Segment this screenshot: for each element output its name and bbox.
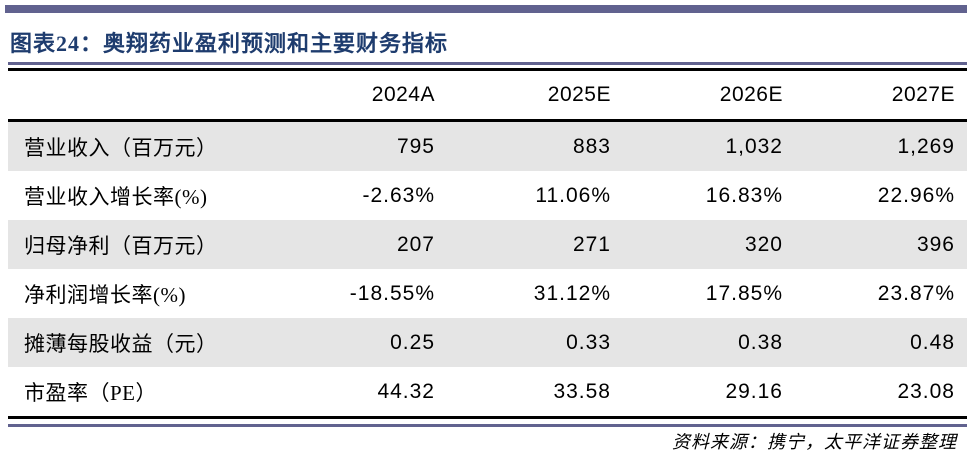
cell-value: -2.63% [362,183,435,207]
row-label: 归母净利（百万元） [24,233,218,258]
cell-value: 23.08 [897,379,955,403]
table-row-pe-ratio: 市盈率（PE） 44.32 33.58 29.16 23.08 [8,367,967,418]
cell-value: 44.32 [377,379,435,403]
cell-value: 271 [572,232,611,256]
table-row-diluted-eps: 摊薄每股收益（元） 0.25 0.33 0.38 0.48 [8,318,967,367]
table-row-revenue: 营业收入（百万元） 795 883 1,032 1,269 [8,120,967,171]
cell-value: 0.25 [390,330,435,354]
cell-value: 22.96% [877,183,955,207]
header-year-2027e: 2027E [795,69,967,122]
header-empty-cell [8,69,263,122]
cell-value: 396 [916,232,955,256]
row-label: 市盈率（PE） [24,380,158,405]
row-label: 营业收入（百万元） [24,135,218,160]
figure-title: 图表24：奥翔药业盈利预测和主要财务指标 [10,31,449,56]
cell-value: 883 [572,134,611,158]
cell-value: 0.33 [566,330,611,354]
cell-value: 320 [744,232,783,256]
row-label: 净利润增长率(%) [24,282,186,307]
table-row-net-profit: 归母净利（百万元） 207 271 320 396 [8,220,967,269]
header-year-2024a: 2024A [263,69,447,122]
financial-forecast-table: 2024A 2025E 2026E 2027E 营业收入（百万元） 795 88… [8,68,967,419]
cell-value: 11.06% [535,183,611,207]
cell-value: 1,269 [897,134,955,158]
table-header-row: 2024A 2025E 2026E 2027E [8,69,967,122]
table-row-revenue-growth: 营业收入增长率(%) -2.63% 11.06% 16.83% 22.96% [8,171,967,220]
cell-value: 33.58 [553,379,611,403]
cell-value: 1,032 [725,134,783,158]
cell-value: 29.16 [725,379,783,403]
top-accent-bar [5,5,967,13]
row-label: 营业收入增长率(%) [24,184,208,209]
cell-value: 795 [396,134,435,158]
cell-value: 23.87% [877,281,955,305]
row-label: 摊薄每股收益（元） [24,331,218,356]
header-year-2025e: 2025E [447,69,623,122]
table-bottom-divider-rule [8,424,967,427]
table-row-net-profit-growth: 净利润增长率(%) -18.55% 31.12% 17.85% 23.87% [8,269,967,318]
cell-value: 0.38 [738,330,783,354]
source-note: 资料来源：携宁，太平洋证券整理 [672,432,957,452]
title-divider-rule [8,62,967,65]
header-year-2026e: 2026E [623,69,795,122]
cell-value: 16.83% [705,183,783,207]
cell-value: -18.55% [349,281,435,305]
cell-value: 31.12% [533,281,611,305]
cell-value: 207 [396,232,435,256]
cell-value: 17.85% [705,281,783,305]
cell-value: 0.48 [910,330,955,354]
